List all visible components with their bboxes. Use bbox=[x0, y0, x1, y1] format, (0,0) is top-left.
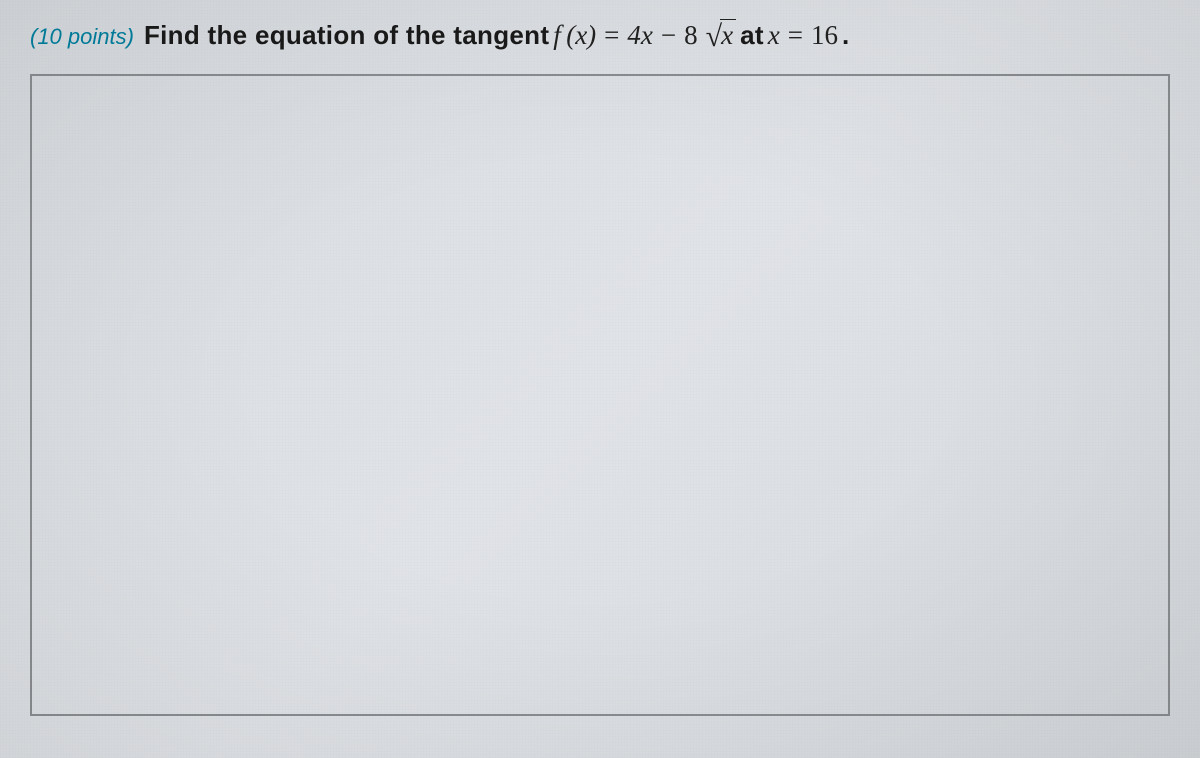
math-lhs: f (x) bbox=[553, 20, 596, 51]
math-coef2: 8 bbox=[684, 20, 698, 51]
math-sqrt: √ x bbox=[706, 18, 736, 52]
points-label: (10 points) bbox=[30, 24, 134, 50]
sqrt-arg: x bbox=[720, 19, 736, 51]
answer-box bbox=[30, 74, 1170, 716]
math-term1: 4x bbox=[627, 20, 652, 51]
sqrt-symbol: √ bbox=[706, 20, 722, 54]
math-equals-1: = bbox=[604, 20, 619, 51]
question-prompt: (10 points) Find the equation of the tan… bbox=[30, 18, 1172, 52]
prompt-period: . bbox=[842, 20, 850, 51]
math-minus: − bbox=[661, 20, 676, 51]
math-equals-2: = bbox=[788, 20, 803, 51]
math-var-x: x bbox=[768, 20, 780, 51]
math-value: 16 bbox=[811, 20, 838, 51]
prompt-at-text: at bbox=[740, 20, 764, 51]
prompt-text-before: Find the equation of the tangent bbox=[144, 20, 549, 51]
